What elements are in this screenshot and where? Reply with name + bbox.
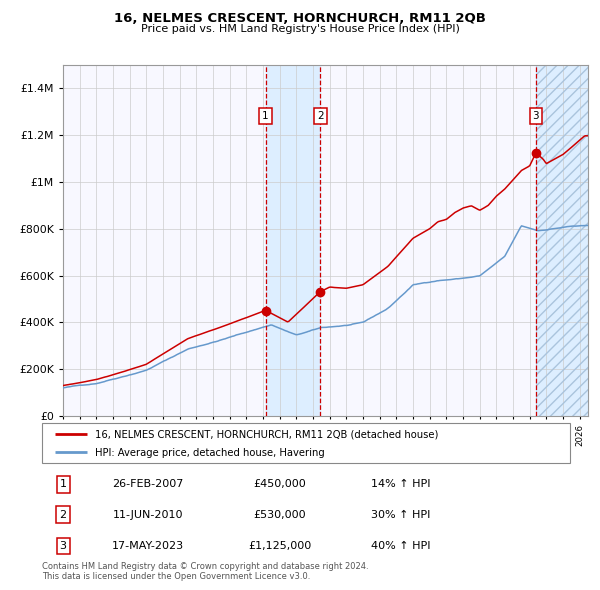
Text: £1,125,000: £1,125,000 [248,540,311,550]
Text: 1: 1 [59,480,67,489]
Text: £530,000: £530,000 [253,510,306,520]
Bar [536,65,588,416]
Bar [265,65,320,416]
Text: Contains HM Land Registry data © Crown copyright and database right 2024.: Contains HM Land Registry data © Crown c… [42,562,368,571]
Text: 2: 2 [317,111,323,121]
Bar [536,65,588,416]
Text: This data is licensed under the Open Government Licence v3.0.: This data is licensed under the Open Gov… [42,572,310,581]
Text: £450,000: £450,000 [253,480,306,489]
Text: 2: 2 [59,510,67,520]
Text: 26-FEB-2007: 26-FEB-2007 [112,480,183,489]
Text: 1: 1 [262,111,269,121]
Text: 17-MAY-2023: 17-MAY-2023 [112,540,184,550]
Text: 30% ↑ HPI: 30% ↑ HPI [371,510,431,520]
Text: 14% ↑ HPI: 14% ↑ HPI [371,480,431,489]
Text: 11-JUN-2010: 11-JUN-2010 [112,510,183,520]
FancyBboxPatch shape [42,423,570,463]
Text: 3: 3 [533,111,539,121]
Text: 3: 3 [59,540,67,550]
Text: 40% ↑ HPI: 40% ↑ HPI [371,540,431,550]
Text: 16, NELMES CRESCENT, HORNCHURCH, RM11 2QB (detached house): 16, NELMES CRESCENT, HORNCHURCH, RM11 2Q… [95,430,438,440]
Text: 16, NELMES CRESCENT, HORNCHURCH, RM11 2QB: 16, NELMES CRESCENT, HORNCHURCH, RM11 2Q… [114,12,486,25]
Text: Price paid vs. HM Land Registry's House Price Index (HPI): Price paid vs. HM Land Registry's House … [140,24,460,34]
Text: HPI: Average price, detached house, Havering: HPI: Average price, detached house, Have… [95,448,325,458]
